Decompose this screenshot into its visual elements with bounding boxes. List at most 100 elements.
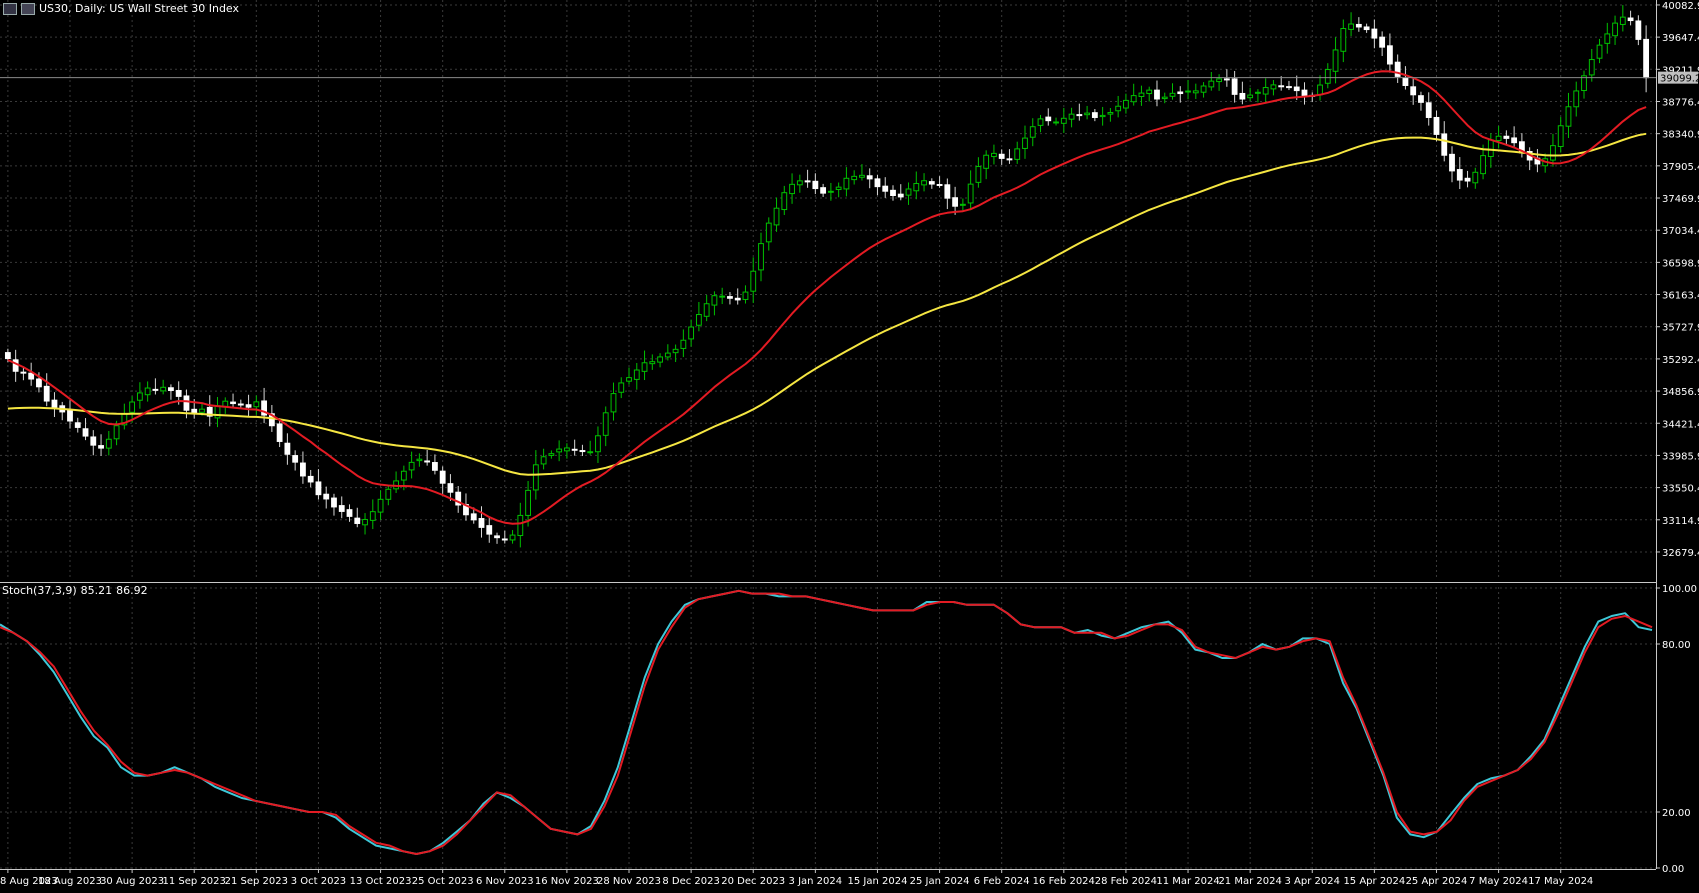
candle-body [773,207,780,226]
stoch-main-value: 85.21 [80,584,113,597]
candle-body [1053,121,1059,124]
candle-body [1091,112,1098,118]
candle-body [1146,89,1153,95]
candle-body [1410,86,1417,96]
candle-body [967,183,974,204]
candle-body [804,180,811,183]
candle-body [517,514,524,537]
candle-body [354,517,361,524]
candle-body [1425,102,1432,118]
candle-body [385,488,392,500]
candle-body [944,184,951,199]
time-tick-label: 21 Sep 2023 [225,876,288,887]
candle-body [672,348,679,354]
candle-body [983,154,990,169]
candle-body [509,534,516,541]
candle-body [98,445,104,449]
candle-body [1216,78,1222,83]
price-tick-label: 34421.4 [1662,419,1699,430]
candle-body [680,339,687,349]
candle-body [742,291,749,300]
time-tick-label: 25 Jan 2024 [910,876,970,887]
candle-body [952,197,959,207]
candle-body [1270,84,1277,90]
candle-body [400,470,407,481]
chart-title: US30, Daily: US Wall Street 30 Index [39,2,240,15]
candle-body [408,461,415,471]
time-tick-label: 16 Feb 2024 [1033,876,1095,887]
price-tick-label: 33114.9 [1662,516,1699,527]
price-tick-label: 36163.4 [1662,291,1699,302]
time-tick-label: 25 Apr 2024 [1406,876,1468,887]
price-tick-label: 38340.9 [1662,130,1699,141]
candle-body [439,470,446,484]
ma-slow-line [7,132,1647,476]
stoch-signal-value: 86.92 [116,584,148,597]
candle-body [1239,92,1246,100]
candle-body [991,152,997,158]
candle-body [595,435,601,453]
time-tick-label: 8 Aug 2023 [0,876,58,887]
time-tick-label: 17 May 2024 [1528,876,1593,887]
candle-body [331,497,337,508]
candle-body [284,442,291,455]
candle-body [859,174,865,178]
candle-body [1208,80,1215,88]
time-tick-label: 11 Sep 2023 [163,876,226,887]
candle-body [1247,94,1254,99]
candle-body [1278,85,1285,88]
stoch-main-line [0,589,1653,855]
candle-body [1161,96,1168,100]
candle-body [1169,92,1176,97]
candle-body [998,153,1005,159]
candle-body [781,192,788,211]
time-tick-label: 20 Dec 2023 [721,876,785,887]
candle-body [1084,112,1091,116]
chart-window-icon[interactable] [3,2,17,15]
candle-body [494,535,500,539]
candle-body [727,296,733,299]
candle-body [1006,158,1013,161]
symbol-flag-icon[interactable] [21,2,35,15]
price-tick-label: 38776.4 [1662,97,1699,108]
stoch-tick-label: 0.00 [1662,864,1684,875]
candle-body [1099,114,1106,118]
candle-body [307,475,314,483]
candle-body [641,362,648,372]
candle-body [199,408,205,413]
candle-body [160,386,167,392]
price-tick-label: 33985.9 [1662,451,1699,462]
candle-body [300,462,306,477]
time-tick-label: 18 Aug 2023 [38,876,102,887]
candle-body [136,392,143,401]
price-tick-label: 39647.4 [1662,33,1699,44]
candle-body [1394,61,1401,77]
time-tick-label: 15 Jan 2024 [847,876,907,887]
candle-body [827,190,834,193]
candle-body [532,464,539,491]
candle-body [1503,135,1510,139]
candle-body [688,326,695,340]
candle-body [1068,113,1075,120]
candle-body [1115,105,1122,112]
candle-body [292,455,299,463]
candle-body [1200,85,1207,93]
candle-body [129,401,136,413]
candle-body [1565,106,1572,127]
candle-body [36,378,42,388]
candle-body [1550,145,1556,161]
candle-body [90,436,97,446]
candle-body [478,518,485,528]
candle-body [820,187,827,194]
candle-body [633,369,640,380]
candle-body [1286,86,1292,89]
candle-body [1449,153,1455,172]
candle-body [1464,177,1471,182]
candle-body [183,395,190,411]
price-tick-label: 33550.4 [1662,484,1699,495]
candle-body [1123,99,1129,109]
price-tick-label: 36598.9 [1662,258,1699,269]
stoch-name: Stoch(37,3,9) [2,584,77,597]
